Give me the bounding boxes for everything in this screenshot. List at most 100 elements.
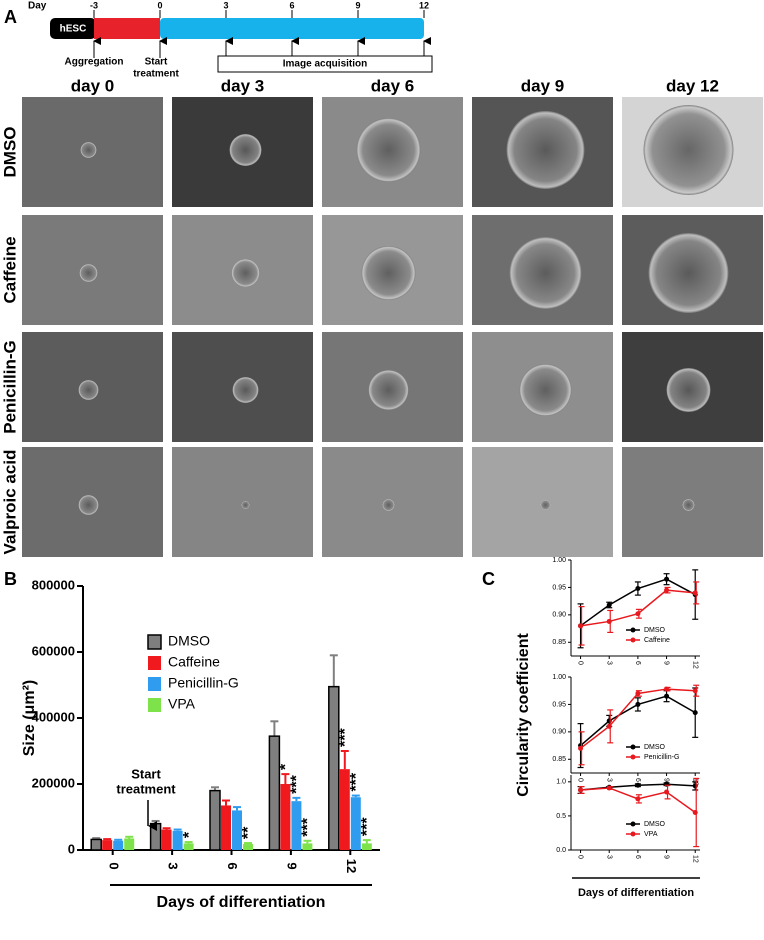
point xyxy=(692,688,698,694)
organoid xyxy=(666,368,711,412)
bar xyxy=(221,805,231,850)
x-tick-label: 12 xyxy=(344,859,359,873)
point xyxy=(635,690,641,696)
x-tick-label: 9 xyxy=(663,661,670,665)
panel-label: B xyxy=(4,569,17,589)
legend-marker xyxy=(630,637,636,643)
legend-label: VPA xyxy=(644,831,658,838)
y-axis-title: Circularity coefficient xyxy=(515,633,532,797)
x-tick-label: 0 xyxy=(577,778,584,782)
point xyxy=(692,590,698,596)
bar xyxy=(339,769,350,850)
x-axis-title: Days of differentiation xyxy=(578,887,694,899)
annotation: Start xyxy=(131,766,161,781)
annotation: treatment xyxy=(116,781,176,796)
organoid xyxy=(361,246,416,300)
organoid xyxy=(229,134,262,166)
timeline-day: 9 xyxy=(355,0,360,10)
x-tick-label: 6 xyxy=(634,661,641,665)
legend-marker xyxy=(630,627,636,633)
y-tick-label: 0 xyxy=(68,841,75,856)
acquisition-box xyxy=(217,55,433,73)
organoid xyxy=(356,118,421,182)
y-axis-title: Size (μm²) xyxy=(21,680,38,756)
point xyxy=(635,611,641,617)
point xyxy=(692,783,698,789)
y-tick-label: 0.90 xyxy=(552,612,566,619)
y-tick-label: 0.90 xyxy=(552,729,566,736)
timeline-day: 12 xyxy=(419,0,429,10)
legend-label: Penicillin-G xyxy=(168,675,239,691)
bar xyxy=(243,844,253,850)
row-label: Caffeine xyxy=(0,236,19,303)
point xyxy=(578,787,584,793)
row-label: DMSO xyxy=(0,127,19,178)
y-tick-label: 0.95 xyxy=(552,701,566,708)
row-label: Valproic acid xyxy=(0,450,19,555)
point xyxy=(606,718,612,724)
y-tick-label: 1.00 xyxy=(552,674,566,681)
legend-label: Penicillin-G xyxy=(644,754,679,761)
significance-label: ** xyxy=(240,826,257,839)
bar xyxy=(149,822,162,851)
x-tick-label: 3 xyxy=(605,661,612,665)
significance-label: *** xyxy=(289,774,306,793)
stage-box xyxy=(50,18,96,39)
x-tick-label: 3 xyxy=(166,862,181,869)
y-tick-label: 1.0 xyxy=(556,779,566,786)
bar xyxy=(172,830,183,850)
organoid xyxy=(79,264,98,282)
organoid xyxy=(241,501,250,509)
significance-label: * xyxy=(181,831,198,838)
point xyxy=(664,686,670,692)
bar xyxy=(291,801,302,850)
day-label: Day xyxy=(28,1,47,12)
timeline-day: 3 xyxy=(223,0,228,10)
bar xyxy=(161,829,172,850)
legend-label: Caffeine xyxy=(168,654,220,670)
bar xyxy=(280,784,291,850)
point xyxy=(606,602,612,608)
y-tick-label: 0.5 xyxy=(556,813,566,820)
panel-label: A xyxy=(4,7,17,27)
bar xyxy=(232,810,242,850)
column-label: day 3 xyxy=(221,76,264,95)
event-label: Aggregation xyxy=(65,57,124,68)
x-tick-label: 9 xyxy=(663,855,670,859)
point xyxy=(635,586,641,592)
x-tick-label: 0 xyxy=(577,855,584,859)
point xyxy=(692,810,698,815)
significance-label: *** xyxy=(348,772,365,791)
column-label: day 9 xyxy=(521,76,564,95)
organoid xyxy=(506,111,585,189)
aggregation-bar xyxy=(94,18,160,39)
y-tick-label: 0.85 xyxy=(552,756,566,763)
bar xyxy=(102,840,113,850)
row-label: Penicillin-G xyxy=(0,340,19,434)
bar xyxy=(268,735,281,851)
x-axis-title: Days of differentiation xyxy=(157,894,326,911)
organoid xyxy=(231,259,260,287)
x-tick-label: 0 xyxy=(577,661,584,665)
x-tick-label: 9 xyxy=(284,862,299,869)
bar xyxy=(328,685,340,851)
y-tick-label: 0.0 xyxy=(556,847,566,854)
significance-label: * xyxy=(278,763,295,770)
organoid xyxy=(382,499,395,511)
x-tick-label: 12 xyxy=(691,855,698,863)
bar xyxy=(209,789,221,851)
point xyxy=(664,576,670,582)
column-label: day 0 xyxy=(71,76,114,95)
legend-swatch xyxy=(148,656,161,670)
point xyxy=(606,785,612,791)
stage-label: hESC xyxy=(60,24,87,35)
legend-label: DMSO xyxy=(644,821,666,828)
legend-marker xyxy=(630,744,636,750)
bar xyxy=(183,843,194,850)
organoid xyxy=(648,233,729,313)
bar xyxy=(361,843,372,850)
legend-swatch xyxy=(147,634,162,650)
y-tick-label: 600000 xyxy=(32,643,75,658)
acquisition-label: Image acquisition xyxy=(283,59,367,70)
y-tick-label: 0.95 xyxy=(552,584,566,591)
